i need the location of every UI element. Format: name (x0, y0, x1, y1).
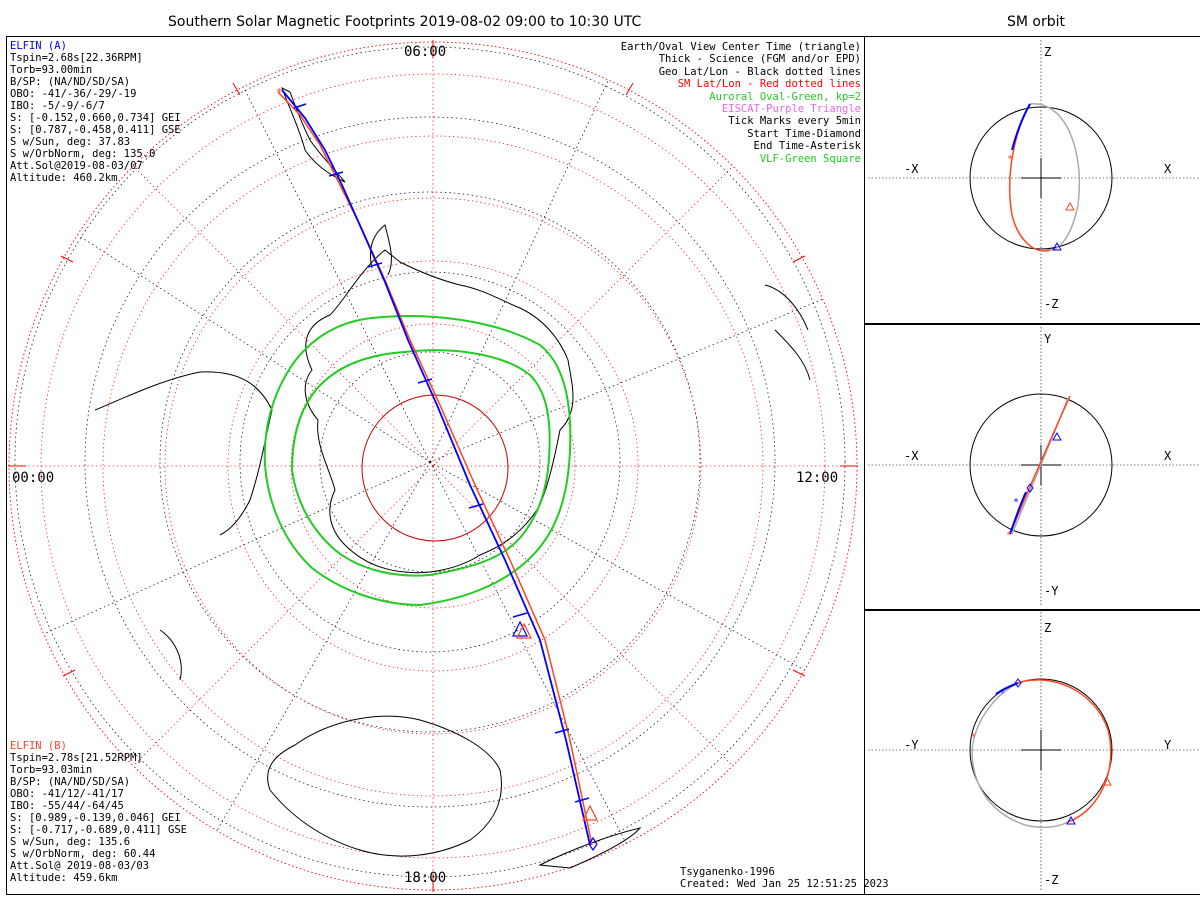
elfin-b-line: IBO: -55/44/-64/45 (10, 800, 124, 812)
panel3-left-label: -Y (904, 738, 919, 752)
orbit-panel-yz (864, 609, 1200, 895)
elfin-a-line: S w/Sun, deg: 37.83 (10, 136, 131, 148)
panel2-bottom-label: -Y (1044, 584, 1059, 598)
svg-text:*: * (1006, 530, 1012, 541)
elfin-a-info: ELFIN (A) Tspin=2.68s[22.36RPM] Torb=93.… (10, 40, 181, 184)
elfin-b-line: Altitude: 459.6km (10, 872, 118, 884)
svg-text:*: * (276, 86, 283, 99)
elfin-a-line: Altitude: 460.2km (10, 172, 118, 184)
elfin-b-line: Att.Sol@ 2019-08-03/03 (10, 860, 150, 872)
time-label-left: 00:00 (12, 470, 55, 486)
elfin-b-line: S w/Sun, deg: 135.6 (10, 836, 131, 848)
time-label-bottom: 18:00 (404, 870, 447, 886)
svg-text:*: * (1013, 497, 1019, 508)
panel1-left-label: -X (904, 162, 919, 176)
svg-text:*: * (999, 688, 1005, 699)
elfin-b-name: ELFIN (B) (10, 740, 67, 752)
elfin-a-name: ELFIN (A) (10, 40, 67, 52)
footprint-track-elfin-a (281, 89, 591, 846)
panel3-right-label: Y (1164, 738, 1172, 752)
created-label: Created: Wed Jan 25 12:51:25 2023 (680, 878, 889, 890)
time-label-top: 06:00 (404, 44, 447, 60)
elfin-a-line: Tspin=2.68s[22.36RPM] (10, 52, 143, 64)
auroral-oval (263, 315, 572, 607)
elfin-a-line: OBO: -41/-36/-29/-19 (10, 88, 137, 100)
legend-entry: EISCAT-Purple Triangle (721, 103, 861, 116)
elfin-a-line: S: [0.787,-0.458,0.411] GSE (10, 124, 181, 136)
elfin-b-line: S: [0.989,-0.139,0.046] GEI (10, 812, 181, 824)
panel3-top-label: Z (1044, 621, 1052, 635)
legend-entry: Geo Lat/Lon - Black dotted lines (658, 65, 861, 78)
panel3-bottom-label: -Z (1044, 873, 1059, 887)
elfin-b-line: S: [-0.717,-0.689,0.411] GSE (10, 824, 188, 836)
elfin-a-line: S w/OrbNorm, deg: 135.0 (10, 148, 156, 160)
legend-entry: Auroral Oval-Green, kp=2 (709, 90, 861, 103)
map-title: Southern Solar Magnetic Footprints 2019-… (168, 14, 642, 30)
sm-latlon-grid (9, 42, 857, 890)
panel1-top-label: Z (1044, 45, 1052, 59)
geo-latlon-grid (14, 46, 846, 878)
legend-entry: End Time-Asterisk (753, 140, 861, 153)
panel2-right-label: X (1164, 449, 1172, 463)
coastlines (94, 86, 811, 869)
elfin-b-info: ELFIN (B) Tspin=2.78s[21.52RPM] Torb=93.… (10, 740, 187, 884)
legend-entry: VLF-Green Square (759, 152, 861, 165)
legend-entry: SM Lat/Lon - Red dotted lines (677, 78, 861, 91)
time-label-right: 12:00 (796, 470, 839, 486)
orbit-panel-xz-drawing: * (868, 40, 1199, 320)
panel1-right-label: X (1164, 162, 1172, 176)
orbit-title: SM orbit (1007, 14, 1066, 30)
elfin-b-line: OBO: -41/12/-41/17 (10, 788, 124, 800)
panel1-bottom-label: -Z (1044, 297, 1059, 311)
elfin-a-line: Torb=93.00min (10, 64, 93, 76)
orbit-panel-yz-drawing: * * (868, 612, 1199, 890)
track-tick-marks (293, 103, 590, 803)
panel2-left-label: -X (904, 449, 919, 463)
svg-text:*: * (1007, 154, 1013, 165)
orbit-panel-xy (864, 323, 1200, 611)
svg-text:*: * (970, 732, 976, 743)
elfin-a-line: Att.Sol@2019-08-03/07 (10, 160, 143, 172)
view-center-triangle (512, 620, 528, 637)
elfin-b-line: Torb=93.03min (10, 764, 93, 776)
elfin-a-line: B/SP: (NA/ND/SD/SA) (10, 76, 131, 88)
legend-entry: Earth/Oval View Center Time (triangle) (620, 41, 861, 53)
orbit-panel-xz (864, 36, 1200, 325)
elfin-b-line: S w/OrbNorm, deg: 60.44 (10, 848, 156, 860)
elfin-b-line: B/SP: (NA/ND/SD/SA) (10, 776, 131, 788)
boundary-ticks (8, 40, 858, 892)
model-label: Tsyganenko-1996 (680, 866, 775, 878)
legend-entry: Thick - Science (FGM and/or EPD) (658, 53, 861, 66)
elfin-a-line: IBO: -5/-9/-6/7 (10, 100, 105, 112)
panel2-top-label: Y (1044, 332, 1052, 346)
track-markers: * (276, 86, 598, 852)
elfin-b-line: Tspin=2.78s[21.52RPM] (10, 752, 143, 764)
footprint-track-elfin-b (277, 91, 593, 846)
legend-entry: Tick Marks every 5min (728, 115, 861, 128)
legend: Earth/Oval View Center Time (triangle) T… (621, 41, 861, 165)
legend-entry: Start Time-Diamond (747, 127, 861, 140)
orbit-panel-xy-drawing: * * (868, 327, 1199, 605)
elfin-a-line: S: [-0.152,0.660,0.734] GEI (10, 112, 181, 124)
